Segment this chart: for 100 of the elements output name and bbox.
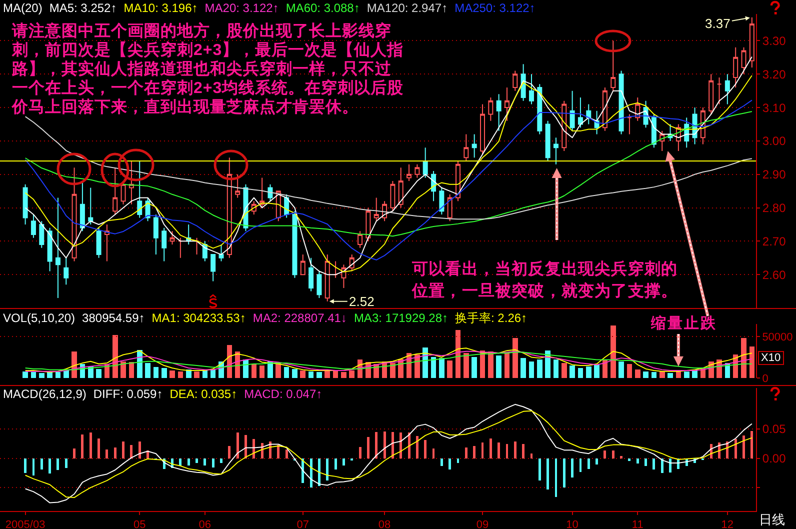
bar xyxy=(210,370,216,378)
bar xyxy=(122,441,124,458)
x-tick-label: 10 xyxy=(566,519,578,529)
bar xyxy=(30,372,36,378)
candlestick xyxy=(724,74,730,105)
bar xyxy=(228,446,231,458)
text: MA10: 3.196↑ xyxy=(124,1,198,15)
candlestick xyxy=(553,137,558,165)
bar xyxy=(22,371,28,378)
candlestick xyxy=(72,167,77,262)
annotation: 2.52 xyxy=(349,294,374,309)
candlestick xyxy=(733,46,738,88)
candlestick xyxy=(22,184,28,225)
annotation: 缩量止跌 xyxy=(651,315,718,333)
bar xyxy=(488,351,494,378)
x-tick-label: 2005/03 xyxy=(5,519,46,529)
x-tick-label: 07 xyxy=(296,519,310,529)
x-tick-label: 09 xyxy=(476,519,489,529)
bar xyxy=(130,444,133,458)
bar xyxy=(447,360,452,378)
bar xyxy=(81,434,84,458)
annotation: 换手率: 2.26↑ xyxy=(455,311,528,325)
bar xyxy=(316,372,322,378)
bar xyxy=(391,432,394,458)
bar xyxy=(644,458,648,466)
y-tick-label: 3.00 xyxy=(762,134,786,148)
candlestick xyxy=(562,100,567,152)
bar xyxy=(145,363,150,378)
bar xyxy=(244,434,247,458)
y-tick-label: 3.30 xyxy=(762,34,786,48)
bar xyxy=(120,361,126,378)
bar xyxy=(522,444,525,458)
bar xyxy=(161,368,167,378)
bar xyxy=(342,458,345,466)
y-tick-label: 0.05 xyxy=(762,422,786,436)
candlestick xyxy=(398,167,404,208)
bar xyxy=(24,458,27,473)
bar xyxy=(187,458,190,466)
bar xyxy=(742,435,745,458)
candlestick xyxy=(30,214,36,238)
bar xyxy=(48,458,52,474)
bar xyxy=(375,432,378,458)
chart-subtitle: 380954.59↑ xyxy=(82,311,145,325)
candlestick xyxy=(390,180,396,212)
bar xyxy=(741,338,746,378)
candlestick xyxy=(300,254,306,276)
bar xyxy=(220,458,222,463)
y-tick-label: 0.00 xyxy=(762,451,786,466)
y-tick-label: 2.90 xyxy=(762,168,786,182)
bar xyxy=(634,370,640,378)
candlestick xyxy=(716,76,722,105)
candlestick xyxy=(422,147,428,178)
bar xyxy=(284,367,290,378)
candlestick xyxy=(88,187,94,225)
bar xyxy=(537,360,542,378)
annotation: MACD: 0.047↑ xyxy=(244,387,322,401)
bar xyxy=(578,368,584,378)
bar xyxy=(504,353,510,378)
bar xyxy=(292,368,298,378)
candlestick xyxy=(464,134,469,162)
candlestick xyxy=(162,227,167,262)
bar xyxy=(300,370,306,378)
candlestick xyxy=(333,260,338,278)
annotation: 请注意图中五个画圈的地方，股价出现了长上影线穿刺，前四次是【尖兵穿刺2+3】，最后一次是【仙人指路】，其实仙人指路道理也和尖兵穿刺一样，只不过一个在上头，一个在穿刺2+3均线系统。在穿刺以后股价马上回落下来，直到出现量芝麻点才肯罢休。 xyxy=(12,22,404,117)
bar xyxy=(55,372,61,378)
bar xyxy=(596,458,598,465)
candlestick xyxy=(96,227,102,258)
bar xyxy=(734,438,737,458)
candlestick xyxy=(218,244,224,262)
candlestick xyxy=(292,210,298,278)
chart-title: VOL(5,10,20) xyxy=(3,311,76,325)
bar xyxy=(571,458,574,478)
candlestick xyxy=(528,74,534,105)
bar xyxy=(620,456,623,458)
bar xyxy=(496,356,502,378)
candlestick xyxy=(358,230,363,248)
candlestick xyxy=(447,194,452,222)
bar xyxy=(612,450,614,458)
legend-label: MA20: 3.122↑ xyxy=(204,1,279,15)
bar xyxy=(416,436,418,458)
candlestick xyxy=(456,160,461,202)
candlestick xyxy=(488,97,494,122)
candlestick xyxy=(537,84,542,135)
line-series xyxy=(24,116,752,220)
annotation: 可以看出，当初反复出现尖兵穿刺的位置，一旦被突破，就变为了支撑。 xyxy=(412,259,679,302)
bar xyxy=(659,371,665,378)
bar xyxy=(422,347,428,378)
bar xyxy=(669,458,672,472)
bar xyxy=(194,371,200,378)
bar xyxy=(128,362,134,378)
candlestick xyxy=(226,157,232,258)
x-tick-label: 11 xyxy=(632,519,644,529)
bar xyxy=(651,372,657,378)
bar xyxy=(636,458,639,464)
candlestick xyxy=(104,224,110,262)
candlestick xyxy=(112,167,118,215)
bar xyxy=(472,357,477,378)
text: MA2: 228807.41↓ xyxy=(252,311,347,325)
candlestick xyxy=(64,257,69,286)
bar xyxy=(604,450,606,458)
